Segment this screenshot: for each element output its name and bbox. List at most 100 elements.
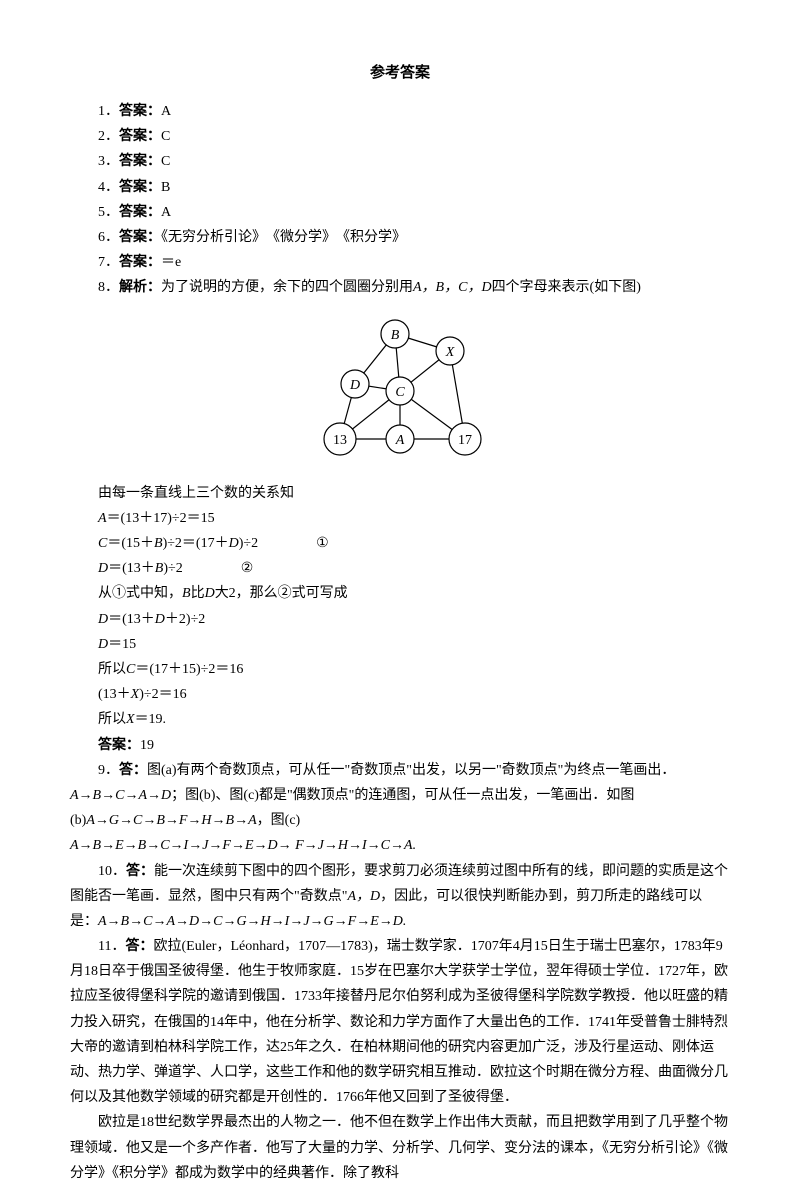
answer-4: 4．答案：B — [70, 175, 730, 200]
text: 欧拉(Euler，Léonhard，1707—1783)，瑞士数学家．1707年… — [70, 939, 728, 1105]
q8-prefix: 8． — [98, 280, 119, 295]
var: D — [98, 561, 108, 576]
calc-line7: D＝15 — [70, 632, 730, 657]
calc-line4: D＝(13＋B)÷2② — [70, 556, 730, 581]
vars: A，D — [347, 889, 380, 904]
answer-3: 3．答案：C — [70, 149, 730, 174]
text: ＝19. — [135, 712, 167, 727]
var: D — [205, 586, 215, 601]
q11-text: 11．答：欧拉(Euler，Léonhard，1707—1783)，瑞士数学家．… — [70, 934, 730, 1110]
prefix: 9． — [98, 763, 119, 778]
calc-line3: C＝(15＋B)÷2＝(17＋D)÷2 ① — [70, 531, 730, 556]
q9-text: 9．答：图(a)有两个奇数顶点，可从任一"奇数顶点"出发，以另一"奇数顶点"为终… — [70, 758, 730, 834]
svg-text:X: X — [445, 345, 455, 360]
svg-text:13: 13 — [333, 433, 347, 448]
q10-text: 10．答：能一次连续剪下图中的四个图形，要求剪刀必须连续剪过图中所有的线，即问题… — [70, 859, 730, 935]
text: )÷2＝(17＋ — [163, 536, 229, 551]
answer-num: 5 — [98, 205, 105, 220]
answer-num: 7 — [98, 255, 105, 270]
text: ，图(c) — [257, 813, 301, 828]
calc-answer: 答案：19 — [70, 733, 730, 758]
var: D — [229, 536, 239, 551]
answer-num: 6 — [98, 230, 105, 245]
path: A→B→C→A→D→C→G→H→I→J→G→F→E→D. — [98, 914, 406, 929]
text: 图(a)有两个奇数顶点，可从任一"奇数顶点"出发，以另一"奇数顶点"为终点一笔画… — [147, 763, 675, 778]
text: ＝(15＋ — [107, 536, 154, 551]
answer-label: 答案： — [119, 104, 161, 119]
var: C — [126, 662, 135, 677]
answer-7: 7．答案：＝e — [70, 250, 730, 275]
label: ① — [288, 531, 329, 556]
text: )÷2 — [163, 561, 182, 576]
answer-value: 《无穷分析引论》 《微分学》 《积分学》 — [161, 230, 406, 245]
label: 答： — [119, 763, 147, 778]
prefix: 11． — [98, 939, 125, 954]
q8-body: 为了说明的方便，余下的四个圆圈分别用 — [161, 280, 413, 295]
var: D — [155, 612, 165, 627]
path: A→B→C→A→D — [70, 788, 171, 803]
answer-label: 答案： — [119, 205, 161, 220]
var: D — [98, 637, 108, 652]
answer-label: 答案： — [119, 255, 161, 270]
prefix: 10． — [98, 864, 126, 879]
label: 答： — [125, 939, 153, 954]
text: ＝15 — [108, 637, 136, 652]
answer-label: 答案： — [119, 129, 161, 144]
calc-line6: D＝(13＋D＋2)÷2 — [70, 607, 730, 632]
text: 所以 — [98, 662, 126, 677]
var: X — [126, 712, 135, 727]
text: 所以 — [98, 712, 126, 727]
answer-1: 1．答案：A — [70, 99, 730, 124]
q11-p2: 欧拉是18世纪数学界最杰出的人物之一．他不但在数学上作出伟大贡献，而且把数学用到… — [70, 1110, 730, 1186]
text: 大2，那么②式可写成 — [215, 586, 348, 601]
text: )÷2＝16 — [139, 687, 186, 702]
answer-value: C — [161, 129, 170, 144]
path: A→G→C→B→F→H→B→A — [86, 813, 256, 828]
calc-line9: (13＋X)÷2＝16 — [70, 682, 730, 707]
q8-vars: A，B，C，D — [413, 280, 492, 295]
page-title: 参考答案 — [70, 60, 730, 87]
answer-value: ＝e — [161, 255, 181, 270]
var: A — [98, 511, 107, 526]
calc-line5: 从①式中知，B比D大2，那么②式可写成 — [70, 581, 730, 606]
answer-value: B — [161, 180, 170, 195]
answer-value: A — [161, 104, 171, 119]
answer-num: 4 — [98, 180, 105, 195]
var: C — [98, 536, 107, 551]
answer-label: 答案： — [119, 180, 161, 195]
svg-text:C: C — [395, 385, 405, 400]
svg-text:D: D — [349, 378, 360, 393]
text: ＋2)÷2 — [165, 612, 205, 627]
text: ＝(13＋ — [108, 612, 155, 627]
answer-label: 答案： — [98, 738, 140, 753]
calc-line2: A＝(13＋17)÷2＝15 — [70, 506, 730, 531]
graph-diagram: BXDC13A17 — [70, 309, 730, 473]
text: 从①式中知， — [98, 586, 182, 601]
label: ② — [213, 556, 254, 581]
answer-2: 2．答案：C — [70, 124, 730, 149]
q9-path3: A→B→E→B→C→I→J→F→E→D→ F→J→H→I→C→A. — [70, 833, 730, 858]
var: D — [98, 612, 108, 627]
var: X — [131, 687, 140, 702]
svg-text:17: 17 — [458, 433, 472, 448]
answer-value: 19 — [140, 738, 154, 753]
q8-text: 8．解析：为了说明的方便，余下的四个圆圈分别用A，B，C，D四个字母来表示(如下… — [70, 275, 730, 300]
answer-num: 1 — [98, 104, 105, 119]
answer-num: 3 — [98, 154, 105, 169]
var: B — [154, 536, 163, 551]
answer-5: 5．答案：A — [70, 200, 730, 225]
text: )÷2 — [239, 536, 258, 551]
text: (13＋ — [98, 687, 131, 702]
path: A→B→E→B→C→I→J→F→E→D→ F→J→H→I→C→A. — [70, 838, 416, 853]
text: ＝(13＋ — [108, 561, 155, 576]
answer-6: 6．答案：《无穷分析引论》 《微分学》 《积分学》 — [70, 225, 730, 250]
calc-line8: 所以C＝(17＋15)÷2＝16 — [70, 657, 730, 682]
q8-body2: 四个字母来表示(如下图) — [492, 280, 641, 295]
text: ＝(13＋17)÷2＝15 — [107, 511, 215, 526]
q8-label: 解析： — [119, 280, 161, 295]
calc-line10: 所以X＝19. — [70, 707, 730, 732]
text: ＝(17＋15)÷2＝16 — [135, 662, 243, 677]
answer-value: A — [161, 205, 171, 220]
calc-line1: 由每一条直线上三个数的关系知 — [70, 481, 730, 506]
label: 答： — [126, 864, 154, 879]
